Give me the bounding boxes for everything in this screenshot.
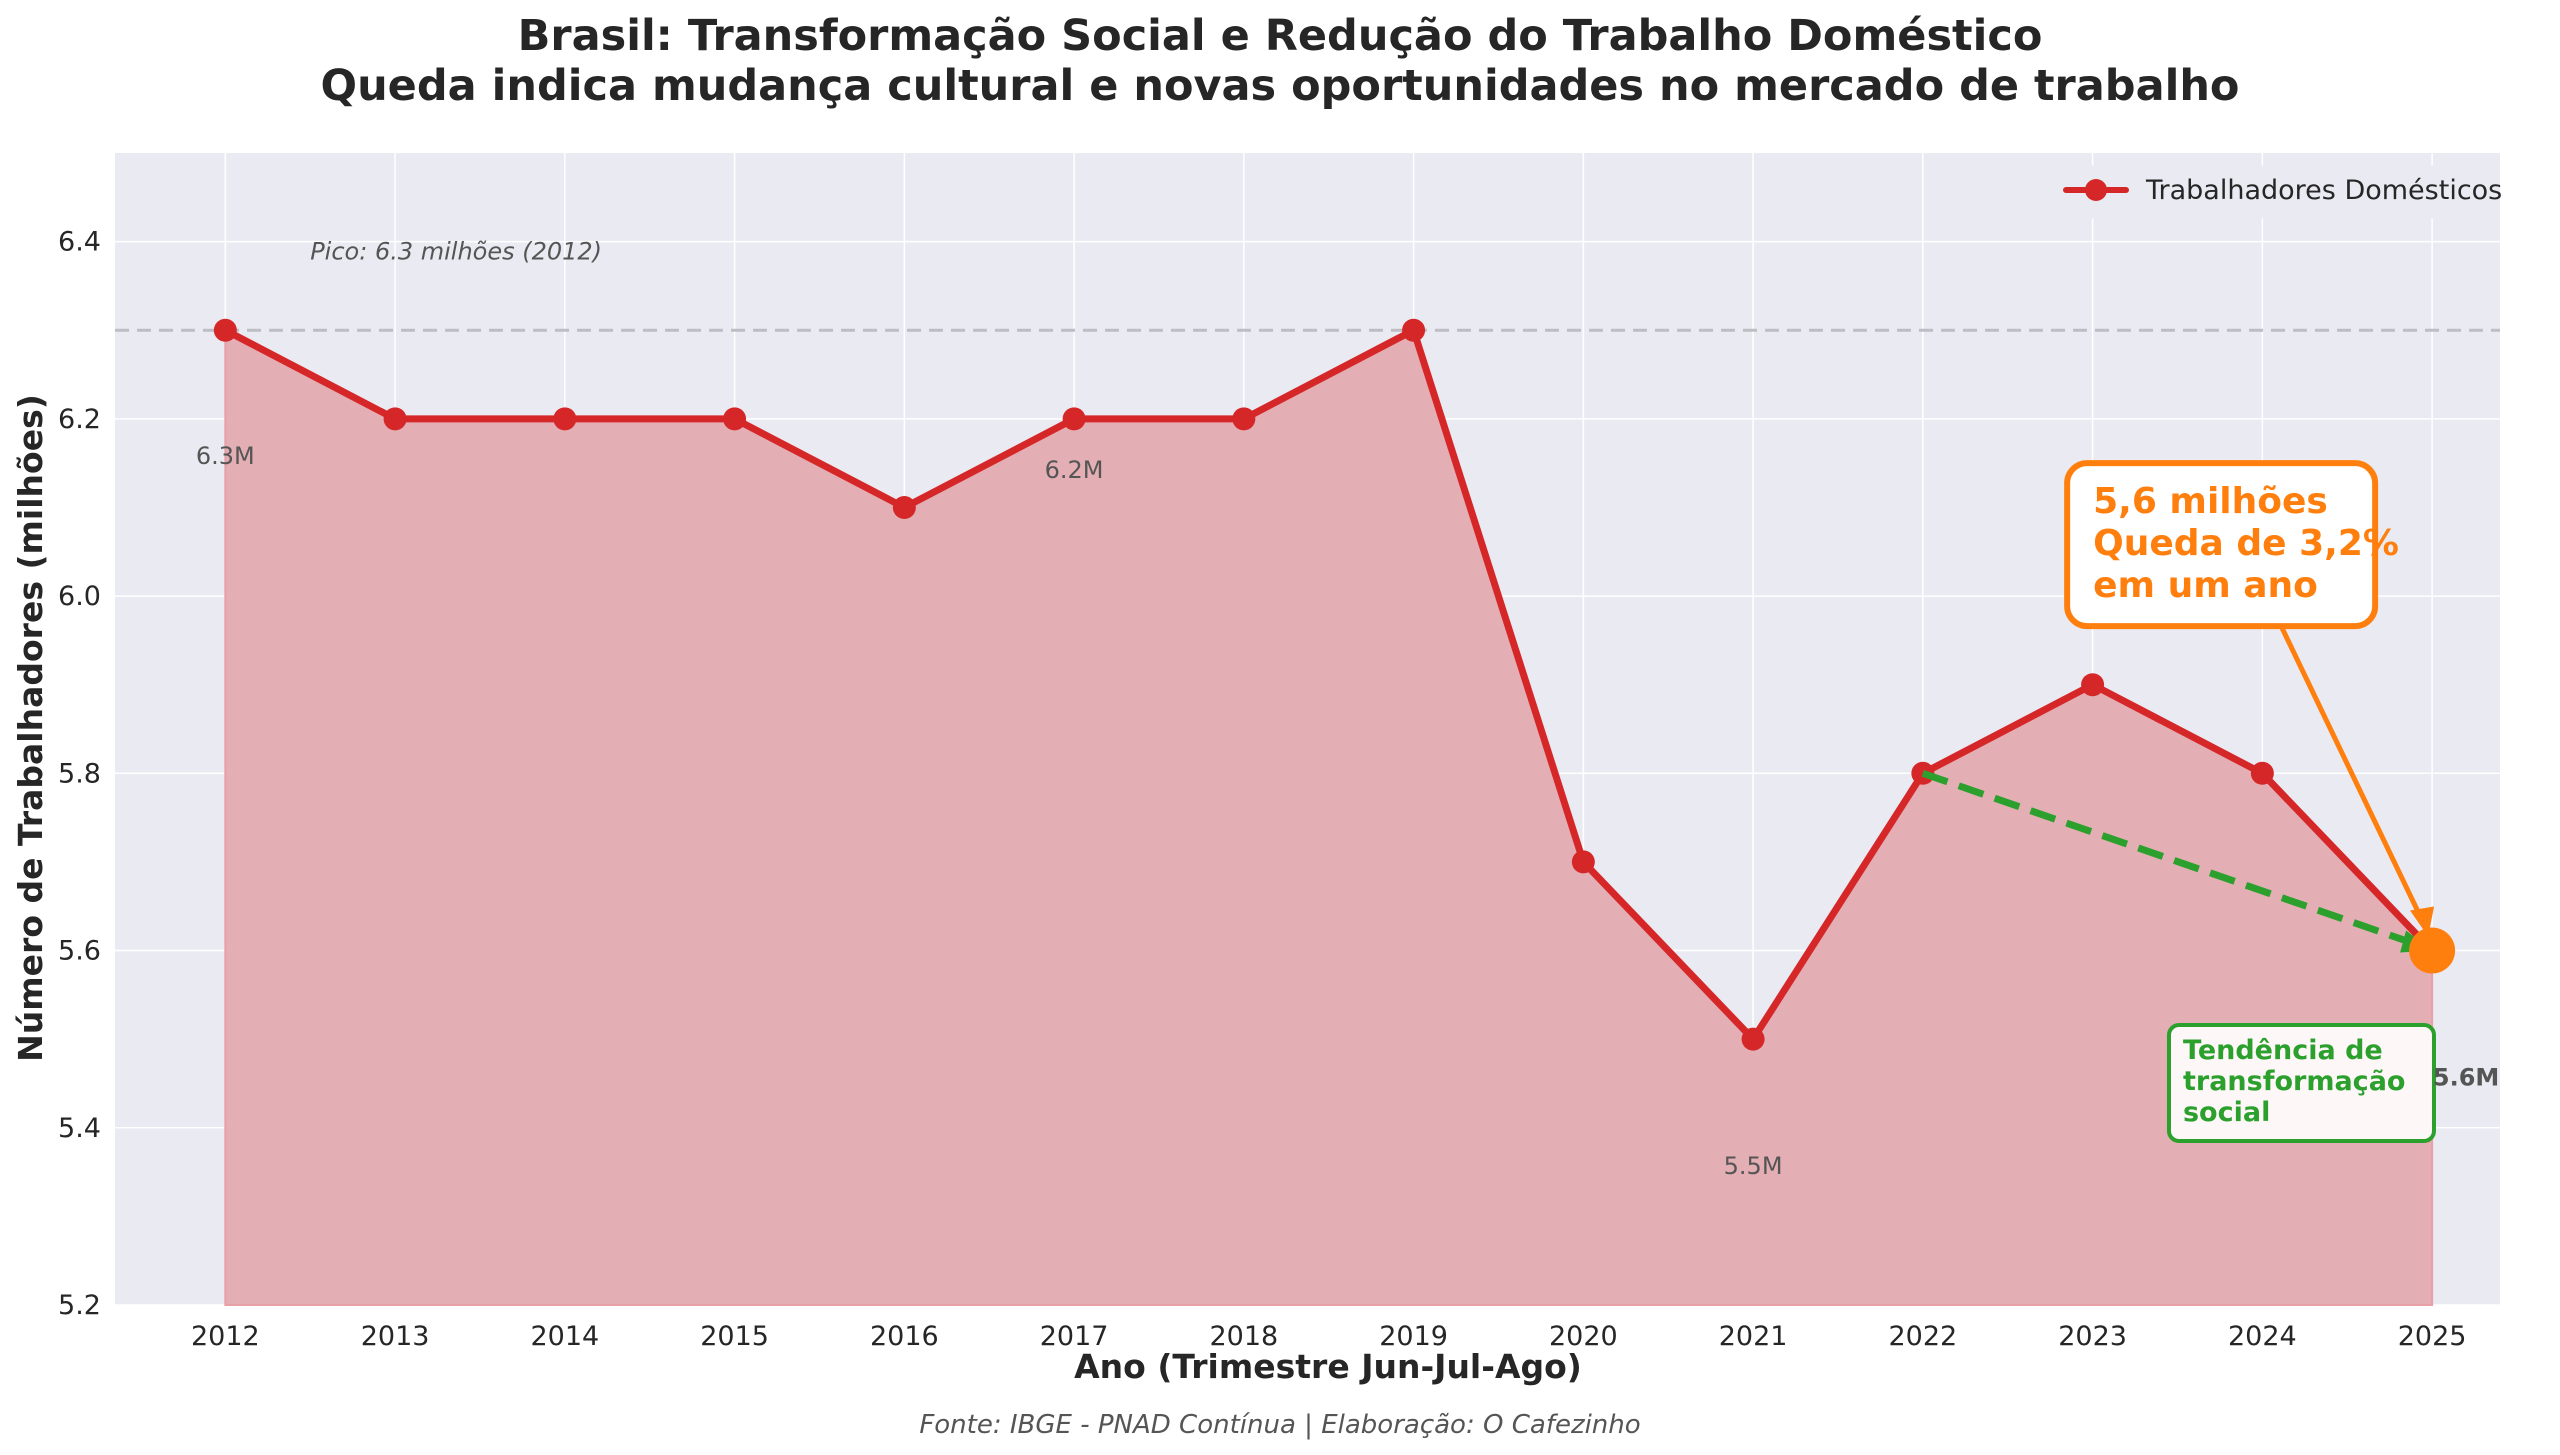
x-tick-label: 2017 <box>1040 1321 1109 1352</box>
series <box>213 318 2435 1051</box>
trend-box <box>2166 1022 2436 1143</box>
x-tick-label: 2018 <box>1209 1321 1278 1352</box>
x-tick-label: 2022 <box>1888 1321 1957 1352</box>
y-tick-label: 5.8 <box>58 758 101 789</box>
data-labels: 6.3M 6.2M 5.5M 5.6M <box>196 442 2499 1180</box>
callout-text: 5,6 milhões <box>2093 481 2328 522</box>
callout-box <box>2064 460 2379 630</box>
chart-title-line2: Queda indica mudança cultural e novas op… <box>321 61 2240 111</box>
trend-text: transformação <box>2183 1066 2405 1097</box>
legend-marker <box>2085 179 2107 201</box>
callout-text: Queda de 3,2% <box>2093 523 2399 564</box>
x-tick-label: 2016 <box>870 1321 939 1352</box>
data-point <box>213 318 237 342</box>
y-axis-ticks: 5.2 5.4 5.6 5.8 6.0 6.2 6.4 <box>58 227 101 1321</box>
data-point <box>723 407 747 431</box>
x-tick-label: 2025 <box>2398 1321 2467 1352</box>
y-tick-label: 6.4 <box>58 227 101 258</box>
series-line <box>223 326 2435 1043</box>
data-point <box>2081 673 2105 697</box>
peak-label: Pico: 6.3 milhões (2012) <box>310 237 602 265</box>
x-tick-label: 2019 <box>1379 1321 1448 1352</box>
data-point <box>1062 407 1086 431</box>
legend-label: Trabalhadores Domésticos <box>2145 175 2502 206</box>
data-label: 5.5M <box>1724 1152 1783 1180</box>
y-axis-label: Número de Trabalhadores (milhões) <box>11 394 50 1062</box>
x-tick-label: 2024 <box>2228 1321 2297 1352</box>
source-note: Fonte: IBGE - PNAD Contínua | Elaboração… <box>919 1410 1640 1440</box>
data-point <box>1741 1027 1765 1051</box>
callout-arrow <box>2279 627 2429 930</box>
data-point <box>2250 761 2274 785</box>
y-tick-label: 5.4 <box>58 1113 101 1144</box>
x-tick-label: 2015 <box>700 1321 769 1352</box>
data-point <box>383 407 407 431</box>
highlight-point <box>2409 927 2456 974</box>
y-tick-label: 5.2 <box>58 1290 101 1321</box>
data-point <box>1402 318 1426 342</box>
data-label: 5.6M <box>2433 1064 2499 1092</box>
callout-text: em um ano <box>2093 565 2318 606</box>
data-point <box>1232 407 1256 431</box>
chart-title-line1: Brasil: Transformação Social e Redução d… <box>518 11 2043 61</box>
legend: Trabalhadores Domésticos <box>2049 165 2502 219</box>
x-axis-label: Ano (Trimestre Jun-Jul-Ago) <box>1074 1347 1582 1386</box>
data-label: 6.3M <box>196 442 255 470</box>
data-point <box>553 407 577 431</box>
x-axis-ticks: 2012 2013 2014 2015 2016 2017 2018 2019 2020 2021… <box>191 1321 2466 1352</box>
data-label: 6.2M <box>1045 456 1104 484</box>
x-tick-label: 2021 <box>1719 1321 1788 1352</box>
y-tick-label: 6.0 <box>58 581 101 612</box>
x-tick-label: 2012 <box>191 1321 260 1352</box>
x-tick-label: 2020 <box>1549 1321 1618 1352</box>
data-point <box>1571 850 1595 874</box>
trend-text: social <box>2183 1097 2270 1128</box>
x-tick-label: 2013 <box>361 1321 430 1352</box>
data-point <box>892 495 916 519</box>
trend-line <box>1921 770 2416 947</box>
trend-text: Tendência de <box>2183 1035 2383 1066</box>
x-tick-label: 2023 <box>2058 1321 2127 1352</box>
x-tick-label: 2014 <box>530 1321 599 1352</box>
y-tick-label: 6.2 <box>58 404 101 435</box>
y-tick-label: 5.6 <box>58 936 101 967</box>
peak-reference: Pico: 6.3 milhões (2012) <box>115 237 2500 332</box>
